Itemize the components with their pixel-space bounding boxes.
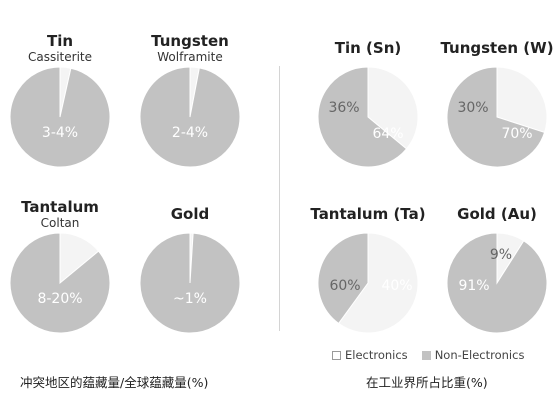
- legend: Electronics Non-Electronics: [332, 348, 524, 362]
- pie-7-slice-electronics: [337, 232, 419, 334]
- pie-8-label-non-electronics: 91%: [458, 278, 489, 294]
- pie-1-title: Tin: [47, 32, 73, 50]
- legend-swatch-electronics: [332, 350, 341, 360]
- pie-7-slice-non-electronics: [317, 232, 369, 325]
- pie-8-title: Gold (Au): [457, 205, 537, 223]
- pie-1-subtitle: Cassiterite: [28, 50, 92, 64]
- pie-4-label-non-electronics: ~1%: [173, 291, 207, 307]
- pie-5-label-electronics: 36%: [328, 100, 359, 116]
- caption-conflict-reserves: 冲突地区的蕴藏量/全球蕴藏量(%): [20, 375, 209, 390]
- pie-5-slice-non-electronics: [317, 66, 408, 168]
- pie-3-subtitle: Coltan: [41, 216, 80, 230]
- pie-2-title: Tungsten: [151, 32, 229, 50]
- pie-5-title: Tin (Sn): [335, 39, 401, 57]
- pie-8-label-electronics: 9%: [490, 247, 512, 263]
- pie-4-slice-non-electronics: [139, 232, 241, 334]
- pie-2-subtitle: Wolframite: [157, 50, 222, 64]
- legend-label-electronics: Electronics: [345, 348, 408, 362]
- pie-7-label-electronics: 60%: [329, 278, 360, 294]
- pie-2-label-non-electronics: 2-4%: [172, 125, 208, 141]
- pie-8-slice-non-electronics: [446, 232, 548, 334]
- pie-6-title: Tungsten (W): [440, 39, 553, 57]
- pie-6-label-non-electronics: 70%: [501, 126, 532, 142]
- pie-3-title: Tantalum: [21, 198, 99, 216]
- pie-5-slice-electronics: [367, 66, 419, 150]
- pie-7-label-non-electronics: 40%: [381, 278, 412, 294]
- pie-2-slice-non-electronics: [139, 66, 241, 168]
- pie-5-label-non-electronics: 64%: [372, 126, 403, 142]
- legend-label-non-electronics: Non-Electronics: [434, 348, 525, 362]
- pie-6-slice-non-electronics: [446, 66, 546, 168]
- pie-7-title: Tantalum (Ta): [310, 205, 425, 223]
- pie-1-label-non-electronics: 3-4%: [42, 125, 78, 141]
- pie-6-slice-electronics: [496, 66, 548, 134]
- pie-1-slice-non-electronics: [9, 66, 111, 168]
- pie-6-label-electronics: 30%: [457, 100, 488, 116]
- legend-swatch-non-electronics: [421, 350, 431, 360]
- pie-3-label-non-electronics: 8-20%: [37, 291, 82, 307]
- section-divider: [279, 66, 280, 331]
- pie-3-slice-non-electronics: [9, 232, 111, 334]
- pie-4-title: Gold: [171, 205, 210, 223]
- caption-industry-share: 在工业界所占比重(%): [366, 375, 488, 390]
